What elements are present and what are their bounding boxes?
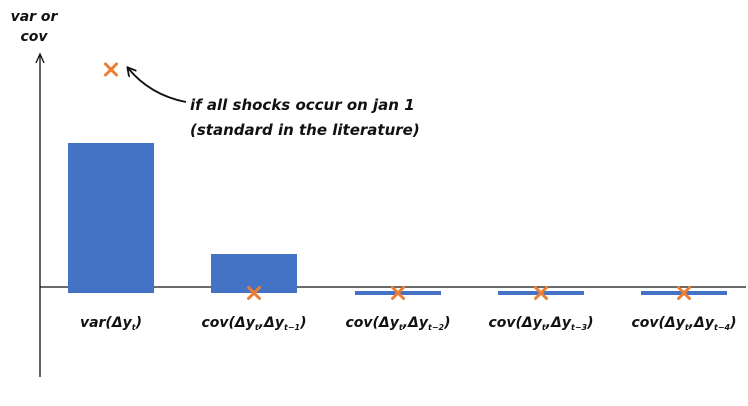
x-marker-2	[247, 286, 261, 300]
x-marker-5	[677, 286, 691, 300]
annotation-arrow	[128, 68, 187, 103]
y-axis-label-line-2: cov	[20, 29, 48, 45]
x-tick-label-2: cov(Δyt,Δyt−1)	[201, 315, 306, 332]
x-tick-label-3: cov(Δyt,Δyt−2)	[345, 315, 450, 332]
x-tick-label-4: cov(Δyt,Δyt−3)	[488, 315, 593, 332]
bar-2	[211, 254, 297, 293]
y-axis-arrow	[35, 52, 45, 64]
annotation-line-2: (standard in the literature)	[190, 121, 420, 139]
x-marker-4	[534, 286, 548, 300]
x-tick-label-5: cov(Δyt,Δyt−4)	[631, 315, 736, 332]
x-tick-label-1: var(Δyt)	[80, 315, 142, 332]
x-marker-1	[104, 62, 118, 77]
annotation-line-1: if all shocks occur on jan 1	[190, 96, 415, 114]
x-marker-3	[391, 286, 405, 300]
y-axis-label-line-1: var or	[11, 9, 59, 25]
bar-1	[68, 143, 154, 293]
